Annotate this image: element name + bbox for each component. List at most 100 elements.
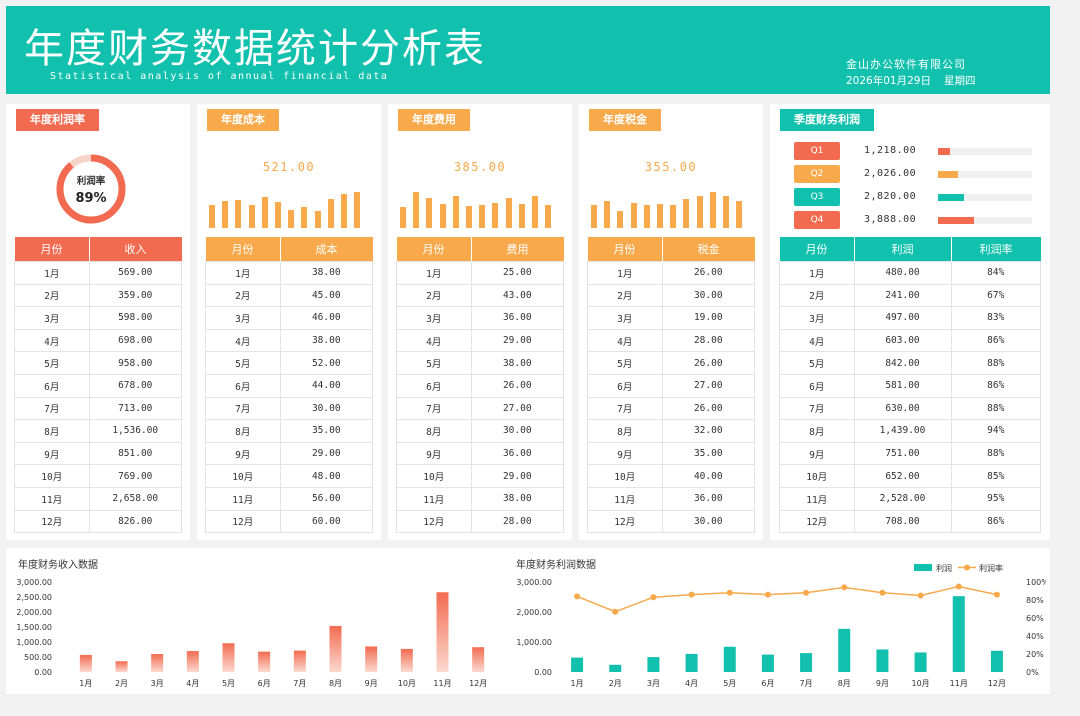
value-cell: 598.00 bbox=[88, 306, 182, 330]
donut-arc bbox=[56, 154, 126, 224]
table-row: 5月 26.00 bbox=[587, 351, 755, 375]
mini-bar bbox=[439, 204, 446, 228]
table-row: 2月 30.00 bbox=[587, 283, 755, 308]
rate-point bbox=[650, 594, 657, 601]
profit-combo-chart: 利润 利润率 3,000.00 2,000.00 1,000.00 0.00 100% 80%… bbox=[516, 563, 1046, 688]
mini-bar bbox=[452, 196, 459, 228]
rate-point bbox=[803, 589, 810, 596]
table-row: 2月 45.00 bbox=[205, 283, 373, 308]
rate-line bbox=[576, 585, 998, 613]
cost-total: 521.00 bbox=[262, 160, 316, 174]
mini-bar bbox=[736, 201, 743, 228]
month-cell: 2月 bbox=[779, 283, 855, 308]
month-cell: 7月 bbox=[779, 396, 855, 421]
rate-point bbox=[879, 589, 886, 596]
mini-bar bbox=[301, 207, 308, 228]
table-row: 10月 652.00 85% bbox=[779, 464, 1041, 488]
value-cell: 36.00 bbox=[470, 306, 564, 330]
table-row: 10月 769.00 bbox=[14, 464, 182, 488]
table-row: 3月 46.00 bbox=[205, 306, 373, 330]
table-row: 2月 359.00 bbox=[14, 283, 182, 308]
x-tick-label: 1月 bbox=[79, 679, 92, 688]
table-row: 11月 56.00 bbox=[205, 486, 373, 511]
x-tick-label: 3月 bbox=[647, 679, 660, 688]
value-cell: 2,658.00 bbox=[88, 486, 182, 511]
y2-tick-label: 20% bbox=[1026, 650, 1044, 659]
value-cell: 85% bbox=[950, 464, 1041, 488]
profit-bar bbox=[952, 596, 965, 672]
col-income: 收入 bbox=[89, 237, 182, 262]
table-row: 5月 38.00 bbox=[396, 351, 564, 375]
table-row: 9月 36.00 bbox=[396, 441, 564, 466]
value-cell: 581.00 bbox=[853, 373, 952, 398]
x-tick-label: 10月 bbox=[398, 679, 416, 688]
value-cell: 38.00 bbox=[470, 351, 564, 375]
y-tick-label: 2,000.00 bbox=[516, 608, 552, 617]
mini-bar bbox=[426, 198, 433, 228]
table-row: 8月 1,536.00 bbox=[14, 419, 182, 443]
value-cell: 84% bbox=[950, 261, 1041, 285]
table-row: 1月 569.00 bbox=[14, 261, 182, 285]
legend-label-rate: 利润率 bbox=[979, 563, 1003, 573]
mini-bar bbox=[532, 196, 538, 228]
table-row: 11月 36.00 bbox=[587, 486, 755, 511]
y2-tick-label: 80% bbox=[1026, 596, 1044, 605]
month-cell: 6月 bbox=[779, 373, 855, 398]
month-cell: 9月 bbox=[14, 441, 90, 466]
month-cell: 9月 bbox=[205, 441, 281, 466]
mini-bar bbox=[518, 204, 525, 228]
col-tax: 税金 bbox=[662, 237, 755, 262]
table-row: 5月 958.00 bbox=[14, 351, 182, 375]
mini-bar bbox=[314, 211, 321, 228]
table-row: 12月 30.00 bbox=[587, 509, 755, 534]
value-cell: 45.00 bbox=[279, 283, 373, 308]
quarter-badge: Q1 bbox=[794, 142, 840, 160]
quarter-progress-fill bbox=[938, 171, 958, 178]
table-row: 2月 241.00 67% bbox=[779, 283, 1041, 308]
month-cell: 11月 bbox=[587, 486, 663, 511]
value-cell: 826.00 bbox=[88, 509, 182, 534]
month-cell: 10月 bbox=[779, 464, 855, 488]
x-tick-label: 9月 bbox=[876, 679, 889, 688]
x-tick-label: 4月 bbox=[685, 679, 698, 688]
mini-bar bbox=[341, 194, 347, 228]
value-cell: 38.00 bbox=[279, 261, 373, 285]
profit-bar bbox=[876, 649, 889, 672]
month-cell: 7月 bbox=[587, 396, 663, 421]
value-cell: 29.00 bbox=[470, 464, 564, 488]
mini-bar bbox=[604, 201, 611, 228]
mini-bar bbox=[723, 196, 729, 228]
month-cell: 11月 bbox=[779, 486, 855, 511]
table-row: 2月 43.00 bbox=[396, 283, 564, 308]
month-cell: 4月 bbox=[587, 328, 663, 353]
quarter-value: 1,218.00 bbox=[864, 145, 917, 156]
value-cell: 241.00 bbox=[853, 283, 952, 308]
value-cell: 497.00 bbox=[853, 306, 952, 330]
table-row: 6月 26.00 bbox=[396, 373, 564, 398]
y2-tick-label: 40% bbox=[1026, 632, 1044, 641]
mini-bar bbox=[617, 211, 624, 228]
month-cell: 9月 bbox=[779, 441, 855, 466]
table-row: 8月 30.00 bbox=[396, 419, 564, 443]
col-expense: 费用 bbox=[471, 237, 564, 262]
table-row: 6月 581.00 86% bbox=[779, 373, 1041, 398]
quarter-progress-fill bbox=[938, 194, 965, 201]
income-bar bbox=[258, 651, 271, 672]
month-cell: 3月 bbox=[587, 306, 663, 330]
table-row: 3月 36.00 bbox=[396, 306, 564, 330]
y2-tick-label: 60% bbox=[1026, 614, 1044, 623]
panel-tag: 年度税金 bbox=[589, 109, 661, 131]
x-tick-label: 7月 bbox=[293, 679, 306, 688]
legend-label-profit: 利润 bbox=[936, 563, 952, 573]
value-cell: 86% bbox=[950, 509, 1041, 534]
profit-rate-panel: 年度利润率 利润率 89% 月份 收入 1月 569.00 2月 359.00 3月 59… bbox=[6, 104, 190, 540]
rate-point bbox=[688, 591, 695, 598]
month-cell: 3月 bbox=[205, 306, 281, 330]
legend-swatch-profit bbox=[914, 564, 932, 571]
value-cell: 38.00 bbox=[470, 486, 564, 511]
table-row: 7月 27.00 bbox=[396, 396, 564, 421]
table-row: 3月 19.00 bbox=[587, 306, 755, 330]
value-cell: 751.00 bbox=[853, 441, 952, 466]
month-cell: 5月 bbox=[587, 351, 663, 375]
income-bar bbox=[436, 592, 449, 672]
